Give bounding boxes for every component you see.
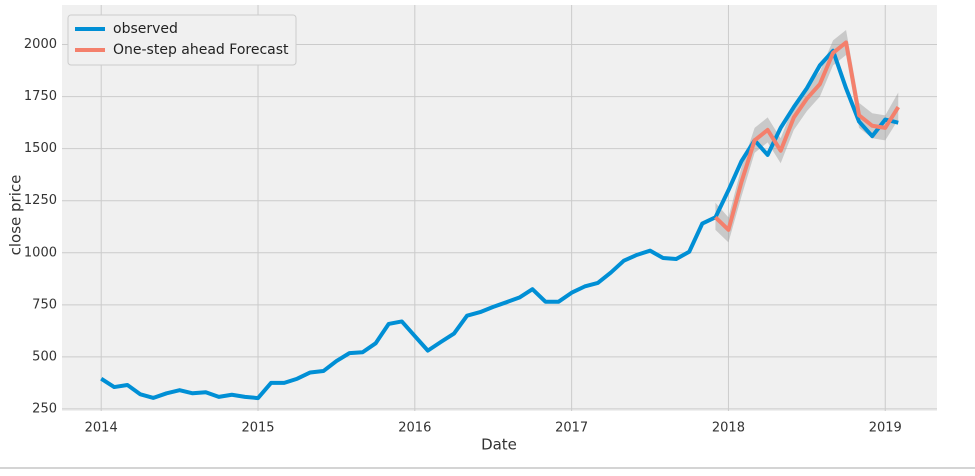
- series-line: [100, 48, 899, 401]
- x-tick-label: 2015: [241, 421, 274, 436]
- y-tick-label: 1750: [24, 89, 57, 104]
- y-tick-label: 1000: [24, 245, 57, 260]
- y-tick-label: 250: [32, 401, 57, 416]
- x-tick-label: 2018: [712, 421, 745, 436]
- y-tick-label: 1250: [24, 193, 57, 208]
- series-line: [714, 40, 900, 232]
- plot-area: [62, 5, 937, 411]
- x-axis-label: Date: [481, 436, 517, 454]
- x-tick-label: 2019: [869, 421, 902, 436]
- grid: [62, 5, 937, 411]
- x-tick-label: 2016: [398, 421, 431, 436]
- legend: observed One-step ahead Forecast: [67, 14, 297, 66]
- x-tick-label: 2014: [85, 421, 118, 436]
- x-tick-label: 2017: [555, 421, 588, 436]
- y-tick-label: 2000: [24, 37, 57, 52]
- y-tick-label: 750: [32, 297, 57, 312]
- marks: [100, 29, 900, 401]
- y-tick-label: 1500: [24, 141, 57, 156]
- legend-box: [67, 14, 297, 66]
- y-tick-label: 500: [32, 349, 57, 364]
- legend-label: One-step ahead Forecast: [113, 42, 289, 58]
- y-axis-label: close price: [7, 175, 25, 256]
- legend-label: observed: [113, 21, 178, 37]
